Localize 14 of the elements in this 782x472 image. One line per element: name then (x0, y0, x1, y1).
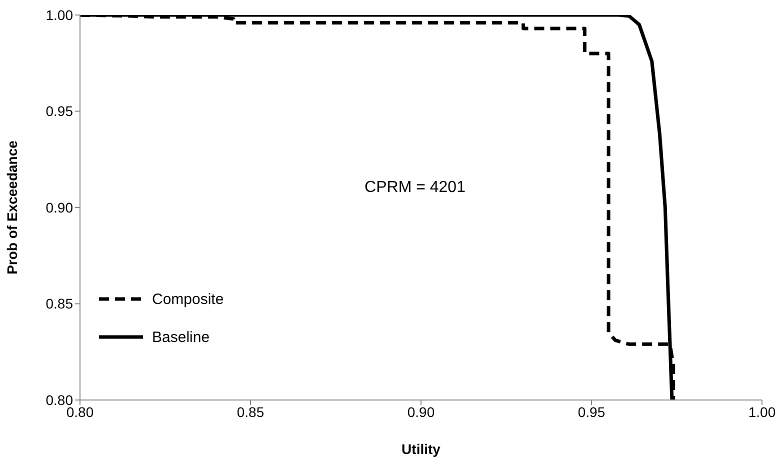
x-tick-label: 0.90 (407, 404, 435, 420)
legend-label: Baseline (152, 328, 210, 346)
y-tick-label: 0.95 (46, 103, 74, 120)
x-tick-label: 0.95 (578, 404, 606, 420)
annotation: CPRM = 4201 (364, 179, 466, 196)
y-axis-title: Prob of Exceedance (4, 140, 20, 274)
x-axis-title: Utility (402, 441, 441, 457)
x-tick-label: 1.00 (748, 404, 776, 420)
y-tick-label: 0.80 (46, 392, 74, 408)
y-tick-label: 0.90 (46, 199, 74, 216)
y-tick-label: 1.00 (46, 6, 74, 23)
legend-label: Composite (152, 290, 224, 308)
y-tick-label: 0.85 (46, 296, 74, 312)
x-tick-label: 0.85 (236, 404, 264, 420)
